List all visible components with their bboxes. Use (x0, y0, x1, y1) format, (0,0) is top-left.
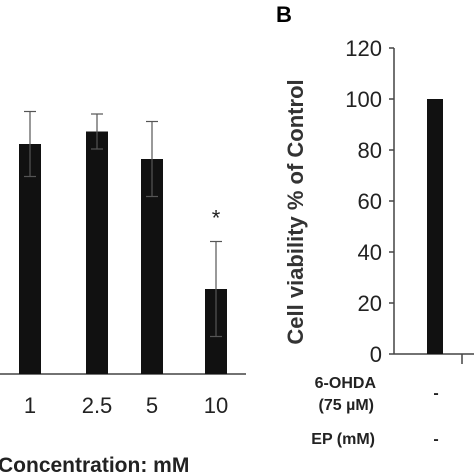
x-tick-5: 5 (146, 393, 158, 418)
y-tick-20: 20 (358, 291, 382, 316)
y-tick-100: 100 (345, 87, 382, 112)
panel-b: B Cell viability % of Control 0 20 40 60 80 1… (276, 2, 474, 448)
y-tick-120: 120 (345, 36, 382, 61)
bar-control (427, 99, 443, 354)
x-tick-10: 10 (204, 393, 228, 418)
panel-b-y-axis-label: Cell viability % of Control (283, 79, 308, 344)
bar-2.5 (86, 131, 108, 374)
condition-ep: EP (mM) - (311, 431, 438, 448)
condition-6ohda-label-2: (75 µM) (319, 397, 374, 414)
condition-6ohda-value: - (433, 385, 438, 402)
panel-a-bars: * (19, 110, 227, 374)
x-tick-1: 1 (24, 393, 36, 418)
condition-6ohda: 6-OHDA (75 µM) - (315, 375, 439, 414)
panel-b-y-ticks: 0 20 40 60 80 100 120 (345, 36, 394, 367)
x-tick-2.5: 2.5 (82, 393, 113, 418)
significance-marker: * (212, 206, 221, 231)
y-tick-40: 40 (358, 240, 382, 265)
condition-6ohda-label-1: 6-OHDA (315, 375, 377, 392)
panel-a-x-ticks: 1 2.5 5 10 (24, 393, 228, 418)
panel-b-bars (427, 99, 443, 354)
bar-5 (141, 159, 163, 374)
condition-ep-value: - (433, 431, 438, 448)
panel-b-letter: B (276, 2, 292, 27)
y-tick-60: 60 (358, 189, 382, 214)
panel-a: * 1 2.5 5 10 Concentration: mM (0, 110, 246, 474)
bar-1 (19, 144, 41, 374)
condition-ep-label: EP (mM) (311, 431, 375, 448)
panel-a-x-axis-label: Concentration: mM (0, 454, 189, 474)
y-tick-0: 0 (370, 342, 382, 367)
y-tick-80: 80 (358, 138, 382, 163)
